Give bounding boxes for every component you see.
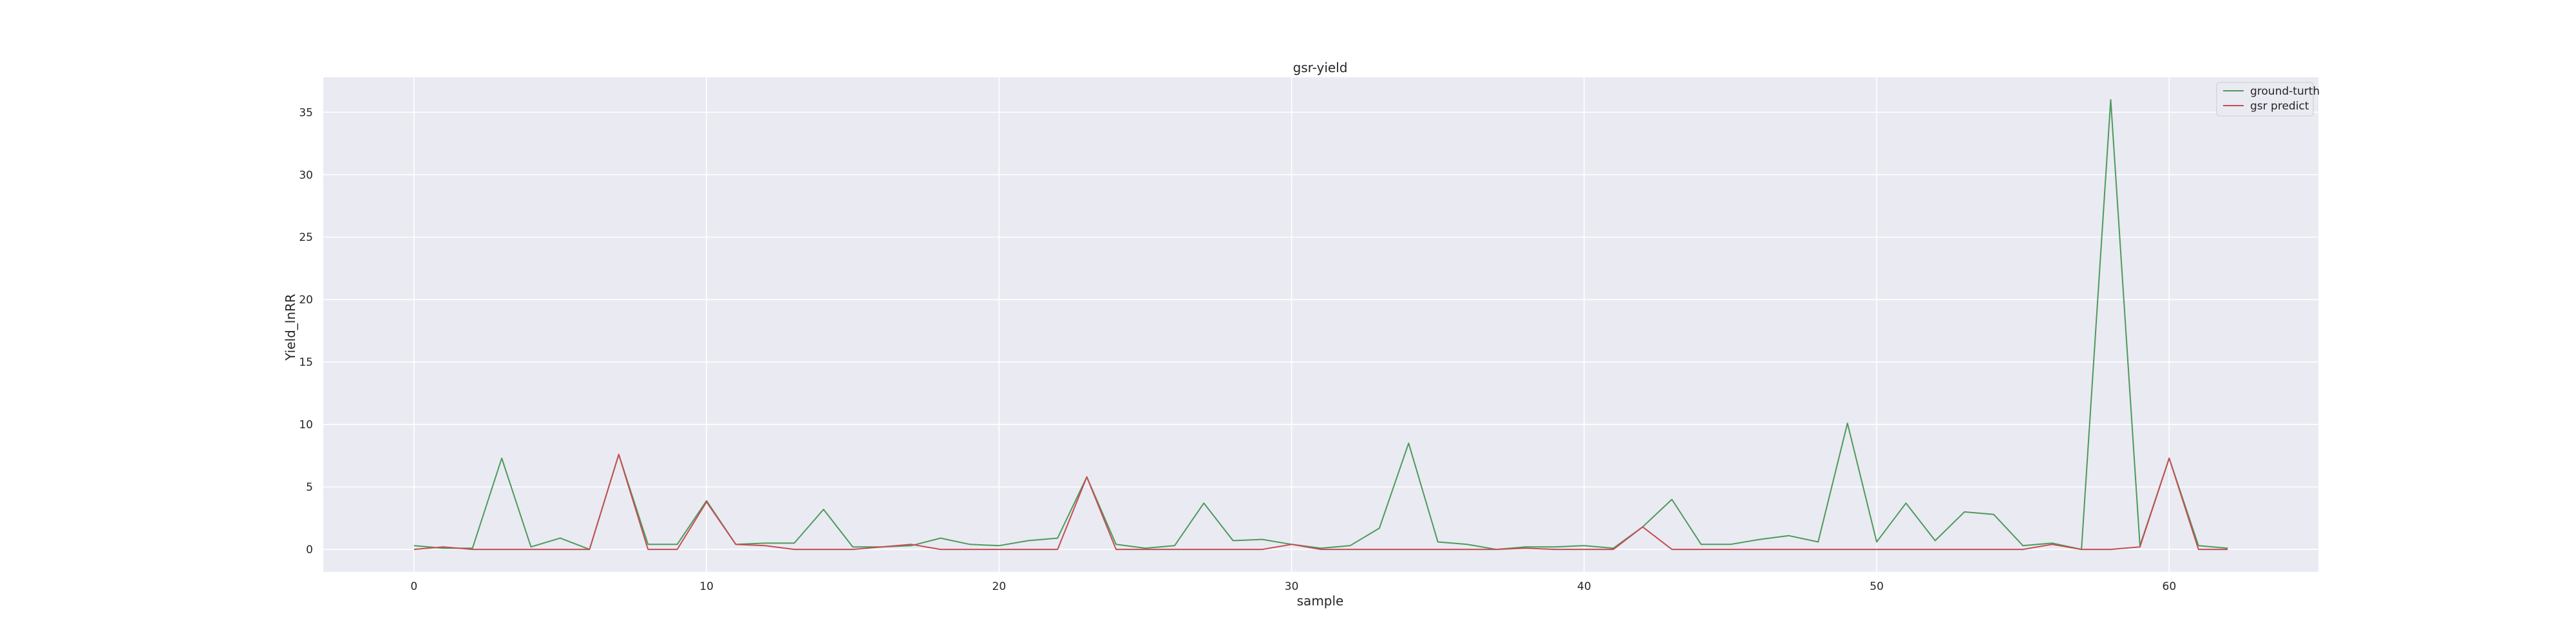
plot-area	[323, 77, 2318, 572]
y-tick-label: 30	[299, 169, 313, 182]
y-tick-label: 10	[299, 419, 313, 431]
x-tick-label: 60	[2163, 580, 2177, 593]
series-line-gsr-predict	[413, 453, 2228, 551]
series-layer	[413, 99, 2228, 551]
x-axis-label: sample	[1297, 593, 1344, 609]
legend-label-ground-turth: ground-turth	[2250, 85, 2320, 98]
y-axis-label: Yield_lnRR	[283, 294, 298, 361]
legend-label-gsr-predict: gsr predict	[2250, 100, 2309, 113]
x-tick-label: 40	[1577, 580, 1591, 593]
y-tick-label: 15	[299, 356, 313, 369]
grid	[323, 77, 2318, 572]
x-tick-label: 30	[1285, 580, 1299, 593]
tick-labels: 0 10 20 30 40 50 60 0 5 10 15 20 25 30 35	[299, 106, 2176, 593]
x-tick-label: 10	[699, 580, 714, 593]
chart-title: gsr-yield	[1293, 60, 1348, 75]
x-tick-label: 20	[992, 580, 1007, 593]
y-tick-label: 35	[299, 106, 313, 119]
x-tick-label: 0	[410, 580, 417, 593]
x-tick-label: 50	[1870, 580, 1884, 593]
y-tick-label: 0	[306, 544, 313, 556]
y-tick-label: 25	[299, 231, 313, 244]
y-tick-label: 20	[299, 294, 313, 307]
legend: ground-turth gsr predict	[2216, 82, 2320, 117]
y-tick-label: 5	[306, 481, 313, 494]
